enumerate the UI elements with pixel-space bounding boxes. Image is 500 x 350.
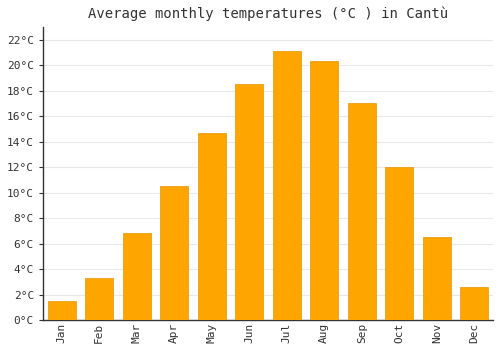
Bar <box>348 103 376 320</box>
Bar <box>160 186 188 320</box>
Bar <box>198 133 226 320</box>
Bar <box>272 51 301 320</box>
Title: Average monthly temperatures (°C ) in Cantù: Average monthly temperatures (°C ) in Ca… <box>88 7 448 21</box>
Bar <box>310 61 338 320</box>
Bar <box>122 233 151 320</box>
Bar <box>235 84 264 320</box>
Bar <box>460 287 488 320</box>
Bar <box>48 301 76 320</box>
Bar <box>385 167 414 320</box>
Bar <box>85 278 114 320</box>
Bar <box>422 237 451 320</box>
